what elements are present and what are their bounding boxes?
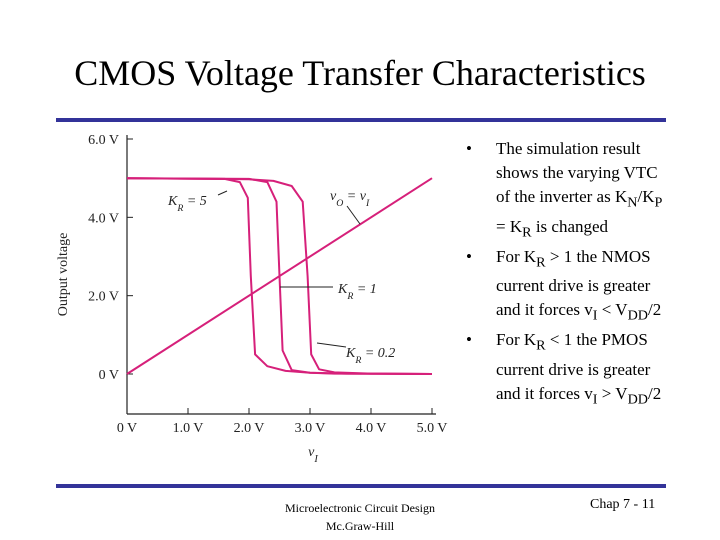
page-number: Chap 7 - 11: [590, 497, 656, 512]
bullet-text: /2: [648, 383, 662, 403]
y-tick-label: 4.0 V: [88, 211, 119, 226]
annotation-kr02-leader: [316, 342, 347, 348]
annotation-kr5-leader: [217, 190, 228, 196]
bullet-subscript: DD: [627, 391, 649, 408]
bullet-text: < V: [597, 300, 628, 320]
vtc-chart: 0 V 1.0 V 2.0 V 3.0 V 4.0 V 5.0 V 0 V 2.0 V 4.0 …: [56, 133, 448, 465]
x-tick-label: 2.0 V: [234, 421, 265, 436]
bullet-subscript: N: [627, 194, 638, 211]
bullet-item: • The simulation result shows the varyin…: [462, 137, 672, 245]
annotation-identity: vO = vI: [330, 189, 370, 209]
bullet-text: > V: [597, 383, 628, 403]
bottom-divider: [56, 484, 666, 488]
bullet-item: • For KR > 1 the NMOS current drive is g…: [462, 245, 672, 328]
footer-book: Microelectronic Circuit Design Mc.Graw-H…: [240, 499, 480, 535]
annotation-kr1: KR = 1: [337, 282, 377, 302]
series-line-3: [126, 177, 433, 375]
y-tick-label: 0 V: [99, 368, 119, 383]
bullet-subscript: R: [536, 337, 546, 354]
top-divider: [56, 118, 666, 122]
bullet-text: /K: [637, 187, 655, 207]
y-tick-label: 2.0 V: [88, 290, 119, 305]
bullet-text: > 1 the NMOS current drive is greater an…: [496, 246, 651, 320]
bullet-subscript: I: [592, 391, 598, 408]
annotation-kr02: KR = 0.2: [345, 346, 395, 366]
bullet-text: is changed: [531, 217, 609, 236]
bullet-dot: •: [466, 139, 472, 158]
footer-publisher: Mc.Graw-Hill: [325, 519, 395, 533]
bullet-subscript: R: [522, 224, 532, 241]
bullet-dot: •: [466, 329, 472, 349]
bullet-subscript: I: [592, 307, 598, 324]
bullet-dot: •: [466, 246, 472, 266]
bullet-text: For K: [496, 246, 537, 266]
x-axis-title: vI: [308, 445, 318, 465]
y-axis-title: Output voltage: [56, 233, 71, 317]
annotation-identity-leader: [346, 205, 361, 225]
bullet-subscript: R: [536, 253, 546, 270]
bullet-subscript: P: [654, 194, 663, 211]
bullet-subscript: DD: [627, 307, 649, 324]
x-tick-label: 4.0 V: [356, 421, 387, 436]
x-tick-label: 3.0 V: [295, 421, 326, 436]
bullet-item: • For KR < 1 the PMOS current drive is g…: [462, 328, 672, 411]
x-tick-label: 0 V: [117, 421, 137, 436]
bullet-text: /2: [648, 300, 662, 320]
annotation-kr5: KR = 5: [167, 194, 207, 214]
y-tick-label: 6.0 V: [88, 133, 119, 148]
bullet-text: = K: [496, 217, 523, 236]
footer-book-title: Microelectronic Circuit Design: [285, 501, 435, 515]
bullet-text: The simulation result shows the varying …: [496, 139, 658, 207]
x-tick-label: 5.0 V: [417, 421, 448, 436]
bullet-list: • The simulation result shows the varyin…: [462, 137, 672, 411]
slide-title: CMOS Voltage Transfer Characteristics: [74, 53, 646, 93]
bullet-text: < 1 the PMOS current drive is greater an…: [496, 329, 651, 403]
x-tick-label: 1.0 V: [173, 421, 204, 436]
bullet-text: For K: [496, 329, 537, 349]
